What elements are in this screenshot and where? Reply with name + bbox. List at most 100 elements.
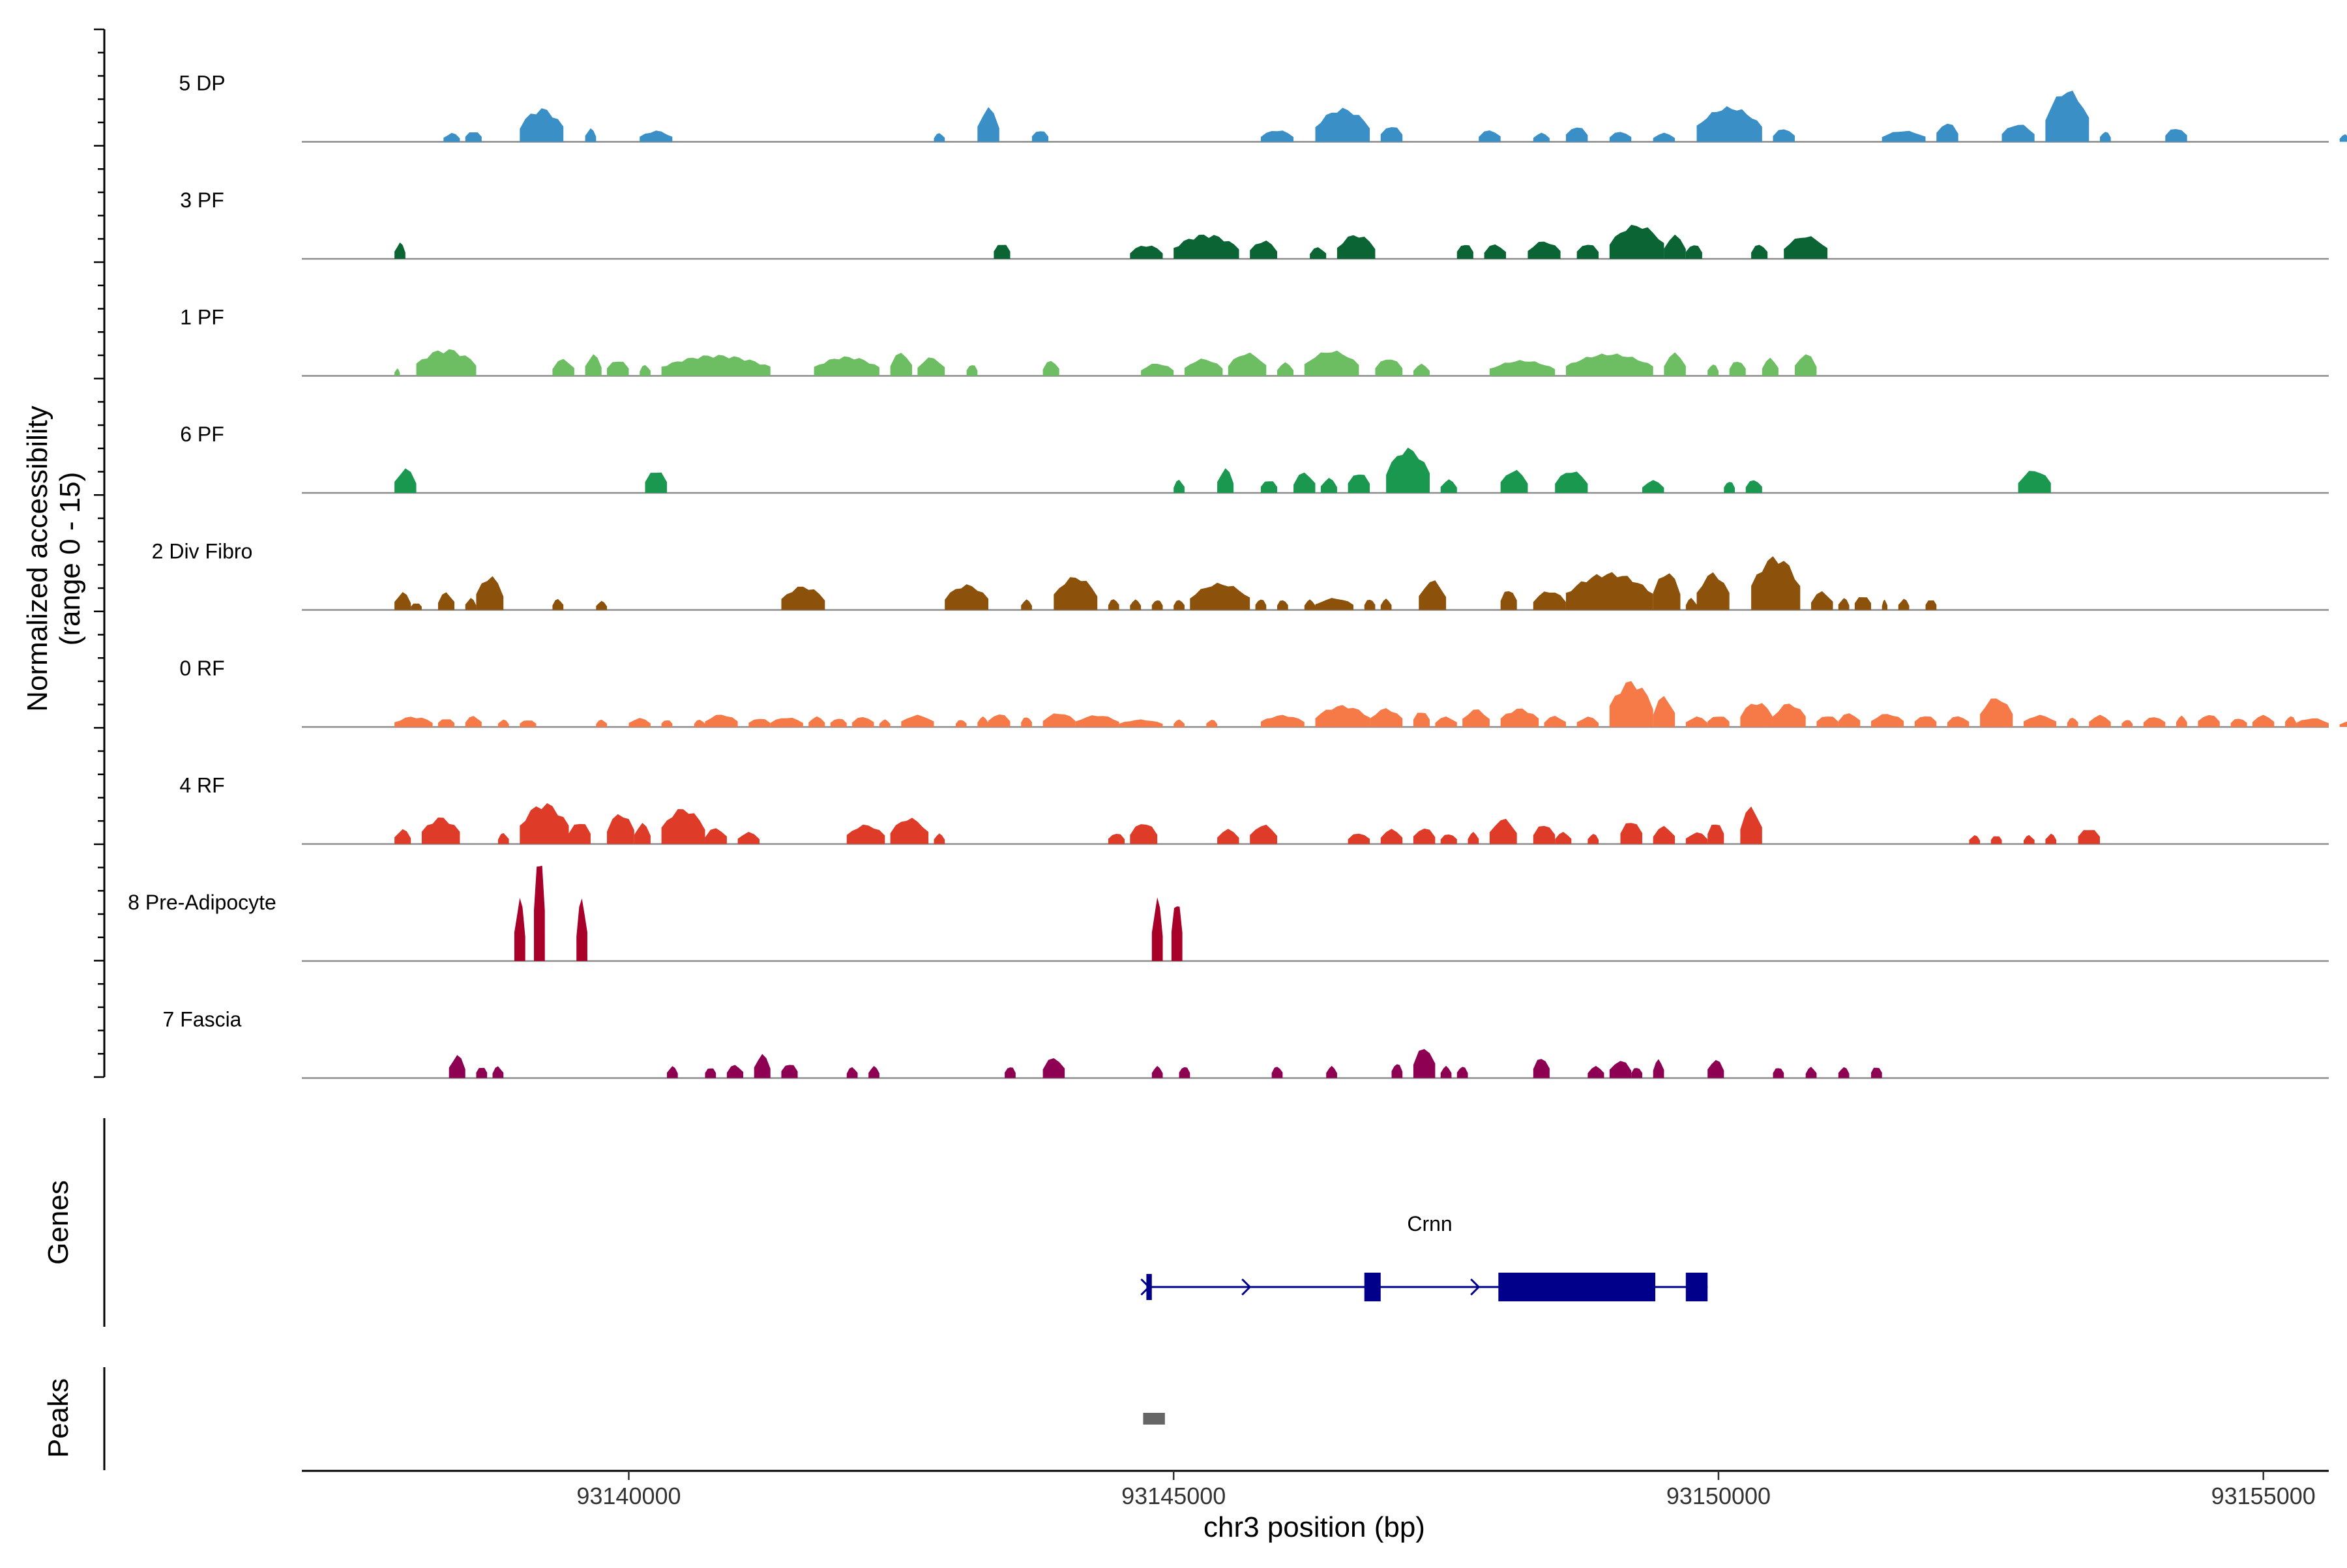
coverage-peak (1151, 897, 1163, 961)
coverage-peak (1533, 132, 1550, 142)
coverage-peak (890, 353, 913, 376)
track-label: 2 Div Fibro (152, 540, 253, 563)
coverage-peak (1707, 717, 1730, 727)
coverage-peak (666, 1066, 678, 1078)
coverage-peak (1794, 354, 1817, 376)
coverage-peak (1653, 825, 1675, 844)
coverage-peak (1130, 824, 1158, 844)
coverage-peak (966, 365, 978, 376)
coverage-peak (781, 586, 825, 610)
coverage-peak (1528, 241, 1561, 259)
coverage-peak (2089, 715, 2111, 727)
coverage-peak (1260, 481, 1277, 493)
coverage-peak (1576, 717, 1599, 727)
coverage-peak (1707, 364, 1719, 376)
x-tick-label: 93145000 (1121, 1483, 1226, 1509)
coverage-peak (1773, 1068, 1784, 1078)
coverage-peak (1664, 352, 1686, 376)
gene-strand-arrow (1470, 1278, 1481, 1296)
coverage-peak (1171, 906, 1183, 961)
coverage-peak (1255, 599, 1267, 610)
coverage-peak (890, 818, 929, 844)
coverage-peak (1685, 716, 1708, 727)
coverage-peak (2198, 715, 2220, 727)
coverage-peak (394, 717, 433, 727)
coverage-peak (1375, 359, 1403, 376)
coverage-peak (394, 242, 406, 259)
track-5-dp: 5 DP (179, 72, 2347, 143)
track-label: 0 RF (179, 657, 224, 680)
coverage-peak (1544, 715, 1566, 727)
coverage-peak (596, 600, 608, 610)
x-tick-label: 93155000 (2211, 1483, 2316, 1509)
coverage-peak (1348, 474, 1370, 493)
x-tick-label: 93150000 (1666, 1483, 1771, 1509)
coverage-peak (1380, 127, 1403, 142)
coverage-peak (1620, 823, 1642, 844)
coverage-peak (1440, 479, 1457, 493)
coverage-peak (497, 719, 509, 727)
coverage-peak (1838, 598, 1850, 610)
x-axis-title: chr3 position (bp) (1203, 1511, 1425, 1543)
coverage-peak (1533, 1059, 1550, 1078)
coverage-peak (934, 133, 945, 142)
coverage-peak (1882, 599, 1888, 610)
genes-panel: Crnn (103, 1118, 1708, 1327)
coverage-peak (1304, 350, 1359, 376)
coverage-peak (1870, 714, 1904, 727)
coverage-peak (814, 356, 879, 376)
coverage-peak (1533, 825, 1556, 844)
coverage-peak (846, 824, 885, 844)
coverage-peak (1587, 1065, 1604, 1078)
coverage-peak (1005, 1067, 1016, 1078)
coverage-peak (576, 898, 587, 961)
gene-label: Crnn (1407, 1212, 1452, 1235)
coverage-peak (1315, 108, 1370, 142)
coverage-peak (1042, 1058, 1065, 1078)
coverage-peak (1773, 129, 1795, 142)
coverage-peak (1277, 600, 1288, 610)
coverage-peak (1882, 130, 1926, 142)
coverage-peak (552, 599, 564, 610)
coverage-peak (1969, 835, 1981, 844)
coverage-peak (1500, 469, 1528, 493)
coverage-peak (661, 809, 705, 844)
coverage-peak (1304, 599, 1316, 610)
coverage-peak (1479, 130, 1501, 142)
coverage-peak (2165, 129, 2187, 142)
coverage-peak (411, 603, 422, 610)
coverage-peak (726, 1065, 743, 1078)
coverage-peak (492, 1066, 504, 1078)
coverage-peak (1685, 245, 1702, 259)
coverage-peak (1762, 357, 1779, 376)
coverage-peak (917, 357, 945, 376)
coverage-peak (1576, 244, 1599, 259)
coverage-peak (1184, 359, 1223, 376)
coverage-peak (437, 592, 455, 610)
coverage-peak (416, 349, 477, 376)
coverage-peak (1413, 713, 1430, 727)
coverage-peak (2230, 718, 2247, 727)
coverage-peak (754, 1054, 771, 1078)
gene-exon (1498, 1273, 1656, 1301)
track-label: 6 PF (180, 422, 224, 446)
coverage-peak (2099, 132, 2111, 142)
coverage-peak (945, 584, 989, 610)
coverage-peak (1565, 572, 1653, 610)
coverage-peak (2121, 720, 2133, 727)
coverage-peak (534, 865, 545, 961)
coverage-peak (1947, 716, 1970, 727)
track-1-pf: 1 PF (180, 306, 2329, 377)
coverage-peak (568, 823, 591, 844)
coverage-peak (607, 361, 629, 376)
coverage-peak (1413, 363, 1430, 376)
coverage-peak (1565, 127, 1588, 142)
coverage-peak (1555, 471, 1588, 493)
coverage-peak (1555, 831, 1572, 844)
coverage-peak (1320, 477, 1337, 493)
coverage-peak (1609, 681, 1653, 727)
coverage-peak (394, 368, 400, 376)
coverage-peak (808, 716, 825, 727)
coverage-peak (1653, 696, 1675, 727)
coverage-peak (1380, 829, 1403, 844)
